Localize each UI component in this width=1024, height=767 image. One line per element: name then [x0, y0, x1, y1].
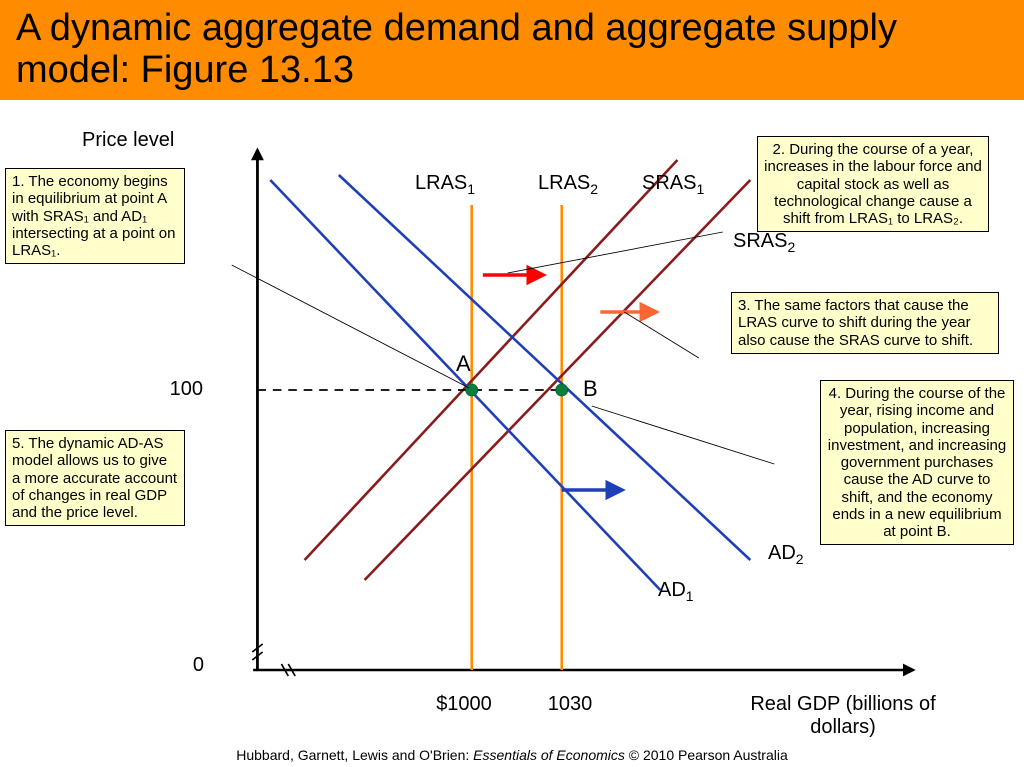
ad1-label: AD1 — [658, 579, 694, 604]
x-axis-label: Real GDP (billions of dollars) — [723, 693, 963, 739]
point-a-label: A — [456, 351, 471, 377]
footer-rest: © 2010 Pearson Australia — [625, 747, 788, 763]
ad2-label: AD2 — [768, 542, 804, 567]
annotation-3: 3. The same factors that cause the LRAS … — [731, 292, 999, 354]
footer-authors: Hubbard, Garnett, Lewis and O'Brien: — [236, 747, 473, 763]
page-title: A dynamic aggregate demand and aggregate… — [16, 8, 1008, 92]
annotation-4: 4. During the course of the year, rising… — [820, 380, 1014, 545]
y-tick-100: 100 — [155, 378, 203, 401]
sras2-label: SRAS2 — [733, 230, 795, 255]
lras2-label: LRAS2 — [538, 172, 598, 197]
x-tick-1030: 1030 — [530, 693, 610, 716]
origin-label: 0 — [184, 654, 204, 677]
title-bar: A dynamic aggregate demand and aggregate… — [0, 0, 1024, 100]
annotation-1: 1. The economy begins in equilibrium at … — [5, 168, 185, 264]
sras1-label: SRAS1 — [642, 172, 704, 197]
point-b-label: B — [583, 376, 598, 402]
annotation-5: 5. The dynamic AD-AS model allows us to … — [5, 430, 185, 526]
y-axis-label: Price level — [82, 129, 174, 152]
footer-title: Essentials of Economics — [473, 747, 625, 763]
footer-citation: Hubbard, Garnett, Lewis and O'Brien: Ess… — [0, 747, 1024, 763]
annotation-2: 2. During the course of a year, increase… — [757, 136, 989, 232]
lras1-label: LRAS1 — [415, 172, 475, 197]
x-tick-1000: $1000 — [424, 693, 504, 716]
